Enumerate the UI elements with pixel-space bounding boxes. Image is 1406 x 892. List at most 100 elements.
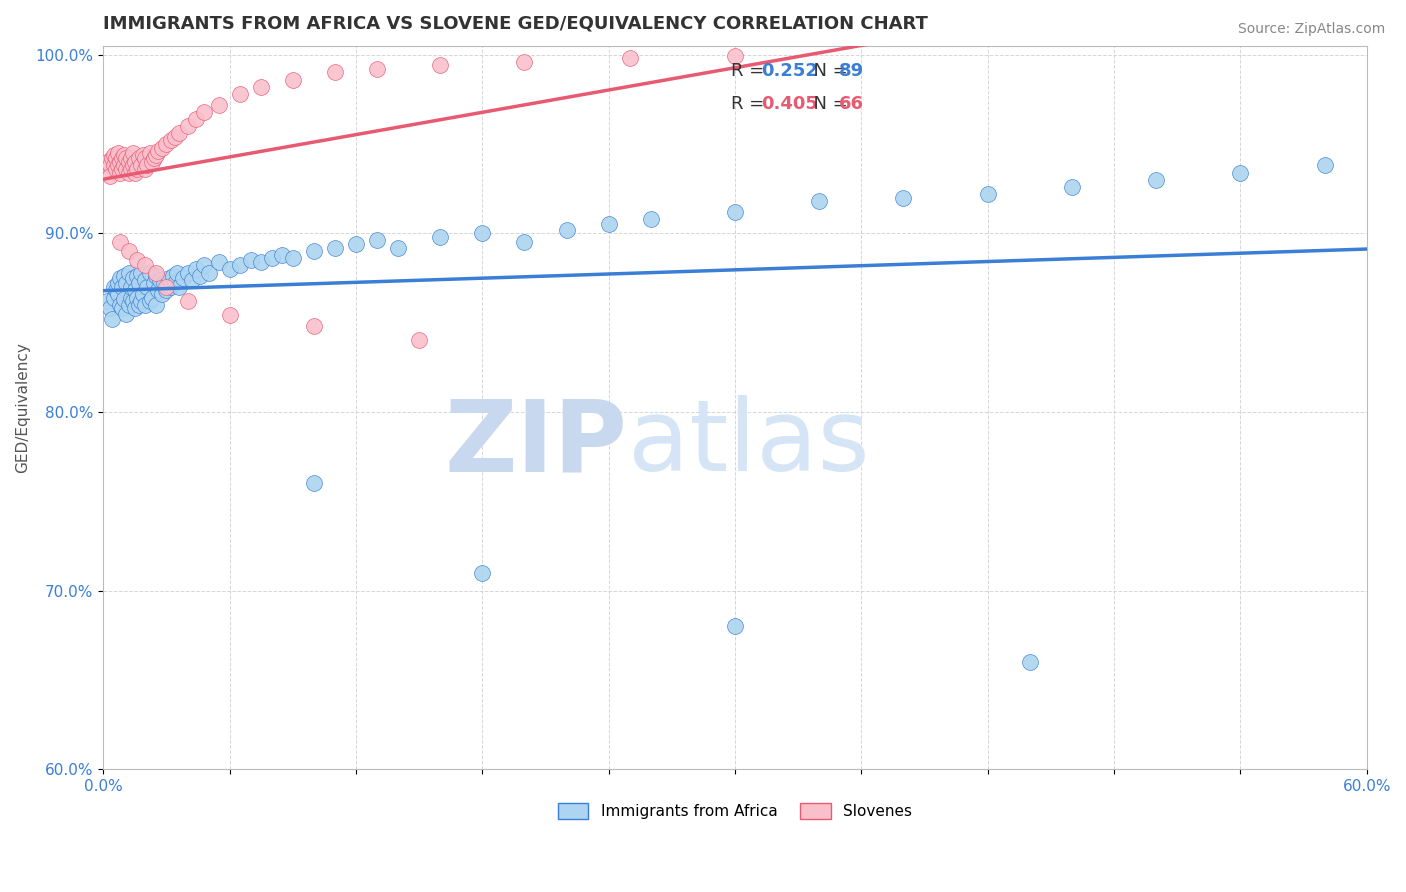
Point [976,186,998,201]
Point [112,158,135,172]
Point [163,277,186,291]
Point [893,190,915,204]
Point [112,147,135,161]
Point [471,227,494,241]
Point [598,218,620,232]
Point [128,151,150,165]
Point [120,161,142,176]
Point [125,161,148,176]
Point [513,54,536,69]
Point [117,244,139,259]
Point [1018,655,1040,669]
Point [429,230,451,244]
Point [125,269,148,284]
Point [117,298,139,312]
Point [197,266,219,280]
Point [141,154,163,169]
Text: 89: 89 [838,62,863,79]
Point [132,287,155,301]
Point [98,169,121,183]
Point [124,301,146,316]
Point [193,104,215,119]
Point [302,319,325,334]
Point [108,154,131,169]
Point [121,271,143,285]
Point [366,62,388,76]
Point [166,266,188,280]
Point [142,277,165,291]
Point [146,284,169,298]
Point [724,49,747,63]
Point [155,136,177,151]
Point [281,72,304,87]
Point [159,133,181,147]
Text: N =: N = [801,62,853,79]
Point [124,284,146,298]
Point [724,619,747,633]
Point [134,259,156,273]
Point [619,51,641,65]
Point [134,151,156,165]
Point [107,145,129,160]
Text: Source: ZipAtlas.com: Source: ZipAtlas.com [1237,22,1385,37]
Point [145,298,167,312]
Point [260,252,283,266]
Point [117,266,139,280]
Point [120,291,142,305]
Point [129,294,152,309]
Point [1060,179,1083,194]
Point [146,144,169,158]
Point [150,140,173,154]
Point [96,294,118,309]
Point [104,151,127,165]
Point [115,151,138,165]
Point [172,271,194,285]
Point [141,291,163,305]
Legend: Immigrants from Africa, Slovenes: Immigrants from Africa, Slovenes [550,796,920,827]
Point [218,262,240,277]
Point [100,312,122,326]
Point [128,298,150,312]
Point [808,194,831,208]
Point [145,266,167,280]
Point [142,151,165,165]
Text: 0.405: 0.405 [762,95,818,113]
Point [184,262,207,277]
Point [98,158,121,172]
Point [115,277,138,291]
Point [163,129,186,144]
Y-axis label: GED/Equivalency: GED/Equivalency [15,342,30,473]
Point [229,87,252,101]
Point [134,161,156,176]
Point [167,126,190,140]
Point [129,158,152,172]
Point [145,147,167,161]
Text: R =: R = [731,95,770,113]
Point [184,112,207,126]
Point [129,266,152,280]
Point [208,255,231,269]
Point [136,158,159,172]
Point [104,161,127,176]
Point [193,259,215,273]
Point [107,287,129,301]
Point [120,151,142,165]
Point [159,280,181,294]
Point [155,284,177,298]
Point [134,273,156,287]
Point [121,145,143,160]
Point [138,266,160,280]
Point [176,294,198,309]
Text: 0.252: 0.252 [762,62,818,79]
Point [176,119,198,133]
Point [513,235,536,250]
Point [103,147,125,161]
Point [104,284,127,298]
Text: atlas: atlas [627,395,869,492]
Point [176,266,198,280]
Point [271,248,294,262]
Point [108,165,131,179]
Point [471,566,494,580]
Point [1229,165,1251,179]
Point [100,151,122,165]
